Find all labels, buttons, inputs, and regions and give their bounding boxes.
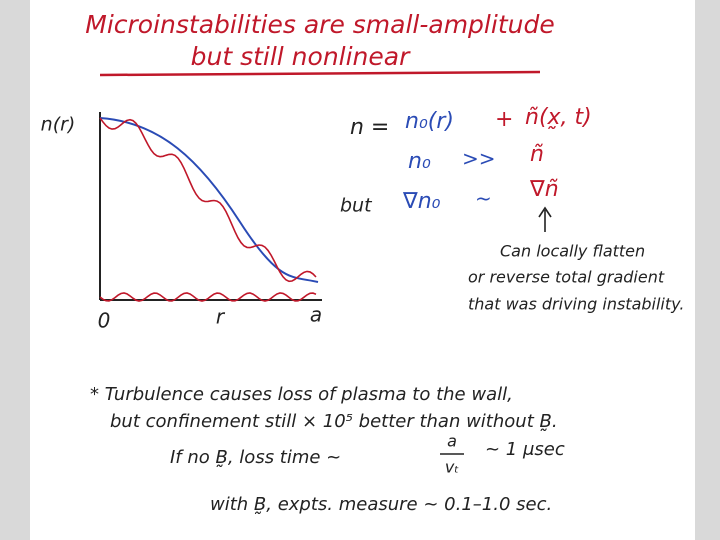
- annotation-line: or reverse total gradient: [468, 268, 665, 287]
- equation-part: +: [495, 107, 513, 132]
- note-text: ~ 1 μsec: [485, 439, 565, 460]
- fraction-denominator: vₜ: [445, 458, 459, 477]
- fluctuation: [99, 292, 317, 302]
- x-label: 0: [98, 309, 111, 333]
- note-text: If no B̰, loss time ~: [170, 447, 341, 468]
- equation-part: ∇ñ: [529, 177, 559, 202]
- mean-profile: [99, 117, 319, 283]
- title-underline: [99, 70, 541, 77]
- arrow-head: [538, 206, 552, 218]
- equation-part: ∇n₀: [402, 189, 441, 214]
- equation-part: >>: [462, 147, 496, 171]
- equation-part: but: [340, 195, 373, 217]
- note-line: with B̰, expts. measure ~ 0.1–1.0 sec.: [210, 494, 552, 515]
- x-label: a: [310, 303, 322, 327]
- fraction-numerator: a: [447, 432, 457, 451]
- perturbed-profile: [99, 117, 317, 283]
- note-line: * Turbulence causes loss of plasma to th…: [90, 384, 513, 405]
- equation-part: n =: [350, 115, 389, 140]
- y-label: n(r): [41, 114, 76, 136]
- note-line: but confinement still × 10⁵ better than …: [110, 411, 558, 432]
- equation-part: ~: [475, 187, 492, 211]
- equation-part: ñ(x̰, t): [525, 105, 592, 130]
- paper: [30, 0, 695, 540]
- equation-part: n₀: [408, 149, 431, 174]
- annotation-line: Can locally flatten: [500, 242, 645, 261]
- title: but still nonlinear: [191, 42, 411, 71]
- equation-part: ñ: [530, 142, 544, 167]
- equation-part: n₀(r): [405, 109, 454, 134]
- x-label: r: [216, 305, 226, 329]
- annotation-line: that was driving instability.: [468, 295, 684, 314]
- title: Microinstabilities are small-amplitude: [85, 10, 554, 39]
